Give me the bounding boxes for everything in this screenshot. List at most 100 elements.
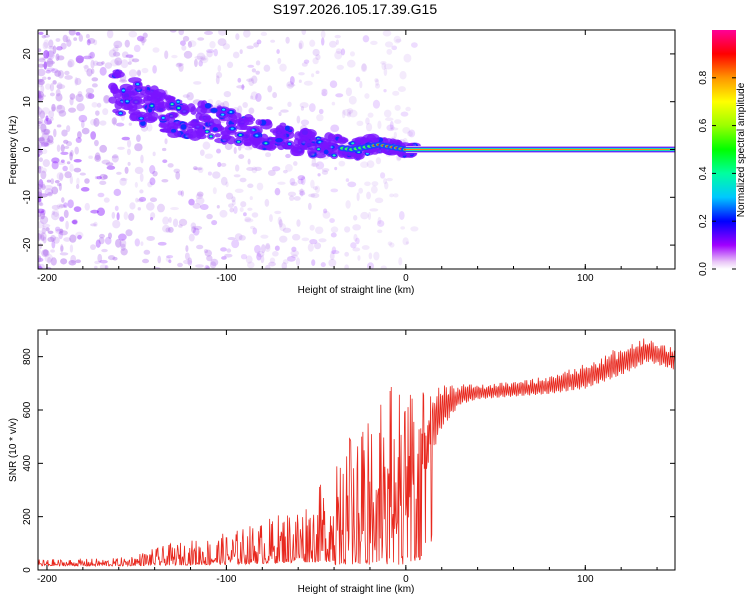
spectrogram-speckle <box>46 120 53 125</box>
snr-xtick-label: -200 <box>37 574 57 585</box>
spectrogram-ridge-core <box>140 120 146 126</box>
spectrogram-speckle <box>349 51 355 57</box>
spectrogram-speckle <box>90 59 95 69</box>
spectrogram-speckle <box>314 242 322 250</box>
spectrogram-speckle <box>387 241 393 246</box>
spectrogram-speckle <box>139 189 144 194</box>
spectrogram-speckle <box>42 41 49 50</box>
spectrogram-speckle <box>334 166 338 171</box>
spectrogram-speckle <box>187 40 193 48</box>
spectrogram-speckle <box>356 192 360 202</box>
spectrogram-speckle <box>360 161 369 168</box>
spectrogram-speckle <box>38 58 46 63</box>
spectrogram-speckle <box>142 32 148 39</box>
spectrogram-speckle <box>136 35 145 42</box>
spectrogram-speckle <box>247 183 254 189</box>
spectrogram-speckle <box>317 173 321 177</box>
spectrogram-speckle <box>51 157 60 164</box>
spectrogram-speckle <box>99 180 107 186</box>
spectrogram-speckle <box>206 213 213 220</box>
spectrogram-speckle <box>38 233 42 242</box>
spectrogram-speckle <box>52 80 57 85</box>
colorbar-tick-label: 0.6 <box>698 118 709 132</box>
spectrogram-speckle <box>299 188 304 197</box>
colorbar-tick-label: 0.2 <box>698 214 709 228</box>
spectrogram-speckle <box>367 212 372 221</box>
spectrogram-speckle <box>45 69 51 74</box>
spectrogram-speckle <box>220 247 227 252</box>
spectrogram-speckle <box>330 250 340 255</box>
spectrogram-speckle <box>97 192 105 198</box>
spectrogram-speckle <box>111 155 119 159</box>
spectrogram-speckle <box>328 258 337 267</box>
spectrogram-speckle <box>224 253 233 258</box>
spectrogram-speckle <box>65 220 69 230</box>
spectrogram-speckle <box>346 107 354 114</box>
spectrogram-speckle <box>235 33 240 41</box>
spectrogram-ridge-peak <box>150 104 154 107</box>
spectrogram-speckle <box>350 242 357 249</box>
spectrogram-speckle <box>370 40 378 45</box>
spectrogram-speckle <box>47 230 54 235</box>
spectrogram-speckle <box>56 84 66 90</box>
spectrogram-speckle <box>206 255 213 262</box>
spectrogram-speckle <box>165 256 171 263</box>
spectrogram-speckle <box>402 126 411 134</box>
spectrogram-speckle <box>95 239 101 248</box>
spectrogram-speckle <box>59 216 65 222</box>
spectrogram-speckle <box>276 49 280 55</box>
spectrogram-ridge-blob <box>214 133 221 138</box>
spectrogram-speckle <box>128 212 135 221</box>
spectrogram-speckle <box>311 157 317 167</box>
spectrogram-ridge-blob <box>243 138 253 146</box>
spectrogram-speckle <box>303 59 310 64</box>
spectrogram-speckle <box>367 262 374 269</box>
spectrogram-speckle <box>76 57 84 64</box>
spectrogram-speckle <box>136 69 142 76</box>
snr-ytick-label: 600 <box>22 401 33 418</box>
spectrogram-speckle <box>323 208 328 214</box>
spectrogram-speckle <box>199 149 205 156</box>
spectrogram-speckle <box>68 30 76 36</box>
spectrogram-speckle <box>195 196 205 205</box>
spectrogram-ridge-blob <box>145 117 156 124</box>
spectrogram-speckle <box>134 181 138 188</box>
spectrogram-speckle <box>55 93 63 102</box>
spectrogram-speckle <box>309 224 315 231</box>
spectrogram-speckle <box>316 114 324 122</box>
spectrogram-speckle <box>245 255 253 264</box>
spectrogram-speckle <box>134 238 140 247</box>
spectrogram-speckle <box>364 181 371 187</box>
spectrogram-speckle <box>260 244 266 254</box>
spectrogram-ridge-peak <box>177 107 181 110</box>
spectrogram-speckle <box>234 233 243 241</box>
spectrogram-speckle <box>152 151 156 157</box>
spectrogram-speckle <box>93 117 100 127</box>
spectrogram-ridge-blob <box>269 127 284 134</box>
spectrogram-speckle <box>383 88 387 93</box>
spectrogram-speckle <box>322 210 331 219</box>
spectrogram-speckle <box>315 161 325 170</box>
spectrogram-speckle <box>265 264 271 269</box>
spectrogram-speckle <box>56 124 62 128</box>
spectrogram-speckle <box>104 62 113 69</box>
spectrogram-ridge-blob <box>132 104 144 110</box>
spectrogram-speckle <box>75 231 84 239</box>
spectrogram-speckle <box>119 239 127 248</box>
spectrogram-speckle <box>38 106 43 115</box>
spectrogram-speckle <box>51 210 55 216</box>
spectrogram-speckle <box>41 34 47 39</box>
spectrogram-speckle <box>140 154 144 164</box>
spectrogram-speckle <box>82 55 92 60</box>
spectrogram-speckle <box>240 253 248 260</box>
spectrogram-speckle <box>320 262 326 268</box>
spectrogram-speckle <box>46 60 55 65</box>
spectrogram-speckle <box>358 187 364 194</box>
spectrogram-ridge-core <box>170 128 177 133</box>
spectrogram-speckle <box>204 264 210 269</box>
spectrogram-speckle <box>188 233 195 242</box>
spectrogram-speckle <box>267 169 276 177</box>
spectrogram-speckle <box>38 63 45 68</box>
spectrogram-speckle <box>315 54 321 61</box>
spectrogram-speckle <box>187 257 193 266</box>
